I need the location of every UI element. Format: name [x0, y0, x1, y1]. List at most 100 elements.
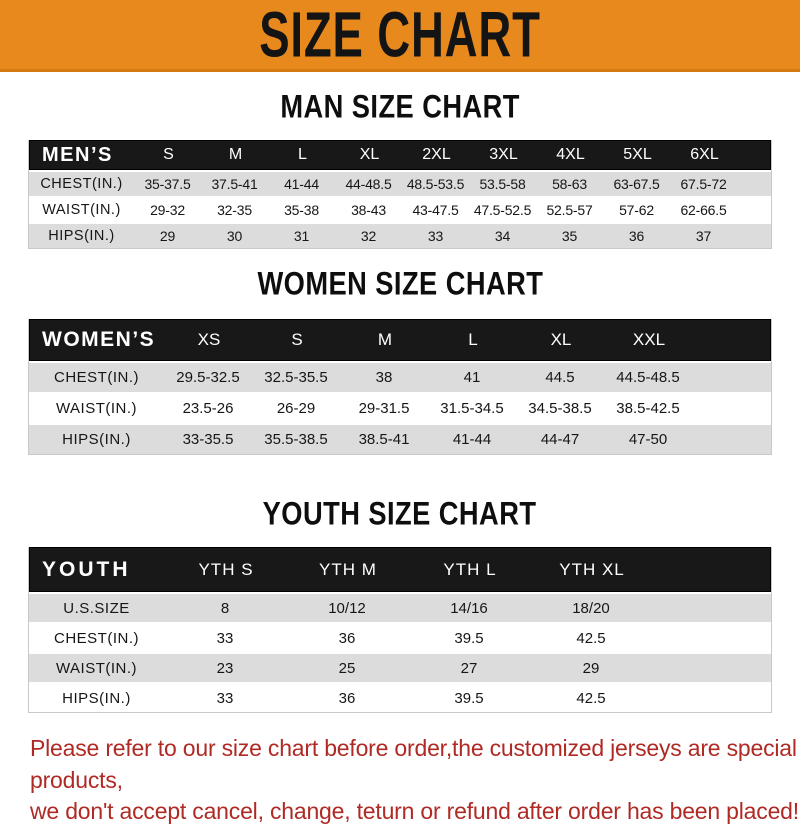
men-section-title-text: MAN SIZE CHART — [280, 88, 520, 125]
cell-value: 41 — [463, 369, 481, 386]
cell-value: 38.5-42.5 — [616, 400, 680, 417]
cell-value: 39.5 — [454, 629, 484, 647]
men-size-table: MEN’S S M L XL 2XL 3XL 4XL 5XL 6XL CHEST(IN.) 35-37… — [28, 140, 772, 249]
cell-value: 34.5-38.5 — [528, 400, 592, 417]
cell-value: 26-29 — [276, 400, 316, 417]
cell-value: 67.5-72 — [680, 176, 727, 192]
table-row: HIPS(IN.) 33 36 39.5 42.5 — [29, 682, 771, 712]
women-section-title-text: WOMEN SIZE CHART — [257, 265, 543, 302]
cell-value: 10/12 — [328, 599, 366, 617]
cell-value: 35.5-38.5 — [264, 431, 328, 448]
cell-value: 43-47.5 — [412, 202, 459, 218]
cell-value: 36 — [628, 228, 645, 244]
size-column-header: M — [377, 330, 393, 349]
cell-value: 18/20 — [572, 599, 610, 617]
cell-value: 33 — [427, 228, 444, 244]
cell-value: 44.5-48.5 — [616, 369, 680, 386]
footer-note-line1: Please refer to our size chart before or… — [30, 735, 797, 793]
cell-value: 31.5-34.5 — [440, 400, 504, 417]
table-header-row: WOMEN’S XS S M L XL XXL — [29, 319, 771, 361]
cell-value: 31 — [293, 228, 310, 244]
table-title-cell: MEN’S — [42, 143, 113, 166]
cell-value: 32-35 — [217, 202, 252, 218]
table-row: CHEST(IN.) 29.5-32.5 32.5-35.5 38 41 44.5 44.5… — [29, 361, 771, 392]
cell-value: 48.5-53.5 — [406, 176, 465, 192]
size-column-header: YTH XL — [559, 559, 625, 579]
table-row: CHEST(IN.) 33 36 39.5 42.5 — [29, 622, 771, 652]
size-column-header: M — [228, 146, 243, 163]
table-row: HIPS(IN.) 29 30 31 32 33 34 35 36 37 — [29, 222, 771, 248]
cell-value: 58-63 — [552, 176, 587, 192]
cell-value: 35-38 — [284, 202, 319, 218]
cell-value: 32.5-35.5 — [264, 369, 328, 386]
cell-value: 29-32 — [150, 202, 185, 218]
cell-value: 29.5-32.5 — [176, 369, 240, 386]
table-row: CHEST(IN.) 35-37.5 37.5-41 41-44 44-48.5 48.5… — [29, 170, 771, 196]
table-title-cell: WOMEN’S — [42, 328, 156, 351]
footer-note: Please refer to our size chart before or… — [0, 733, 800, 828]
banner-title: SIZE CHART — [259, 0, 541, 71]
cell-value: 29 — [582, 659, 600, 677]
row-label: WAIST(IN.) — [42, 202, 121, 218]
youth-section-title-text: YOUTH SIZE CHART — [263, 495, 537, 532]
cell-value: 8 — [220, 599, 230, 617]
table-header-row: YOUTH YTH S YTH M YTH L YTH XL — [29, 547, 771, 592]
cell-value: 14/16 — [450, 599, 488, 617]
cell-value: 44-48.5 — [345, 176, 392, 192]
cell-value: 29-31.5 — [358, 400, 410, 417]
size-column-header: YTH M — [319, 559, 377, 579]
footer-note-line2: we don't accept cancel, change, teturn o… — [30, 798, 799, 824]
cell-value: 42.5 — [576, 629, 606, 647]
cell-value: 38 — [375, 369, 393, 386]
table-row: U.S.SIZE 8 10/12 14/16 18/20 — [29, 592, 771, 622]
size-column-header: 4XL — [556, 146, 585, 163]
table-row: WAIST(IN.) 23 25 27 29 — [29, 652, 771, 682]
youth-size-table: YOUTH YTH S YTH M YTH L YTH XL U.S.SIZE 8 10/12… — [28, 547, 772, 713]
cell-value: 37 — [695, 228, 712, 244]
size-column-header: 3XL — [489, 146, 518, 163]
cell-value: 35-37.5 — [144, 176, 191, 192]
cell-value: 34 — [494, 228, 511, 244]
row-label: WAIST(IN.) — [55, 659, 138, 677]
size-column-header: XL — [359, 146, 380, 163]
cell-value: 63-67.5 — [613, 176, 660, 192]
women-section-title: WOMEN SIZE CHART — [0, 265, 800, 302]
cell-value: 37.5-41 — [211, 176, 258, 192]
cell-value: 52.5-57 — [546, 202, 593, 218]
women-size-table: WOMEN’S XS S M L XL XXL CHEST(IN.) 29.5-32.5 32.5… — [28, 319, 772, 455]
size-column-header: XXL — [632, 330, 666, 349]
cell-value: 44.5 — [545, 369, 575, 386]
cell-value: 33-35.5 — [182, 431, 234, 448]
size-column-header: S — [163, 146, 174, 163]
cell-value: 27 — [460, 659, 478, 677]
size-column-header: L — [468, 330, 478, 349]
row-label: HIPS(IN.) — [48, 228, 115, 244]
size-column-header: XL — [550, 330, 572, 349]
cell-value: 39.5 — [454, 689, 484, 707]
cell-value: 41-44 — [452, 431, 492, 448]
table-title-cell: YOUTH — [42, 557, 131, 581]
cell-value: 36 — [338, 689, 356, 707]
cell-value: 44-47 — [540, 431, 580, 448]
cell-value: 38-43 — [351, 202, 386, 218]
cell-value: 33 — [216, 629, 234, 647]
size-chart-banner: SIZE CHART — [0, 0, 800, 72]
men-section-title: MAN SIZE CHART — [0, 88, 800, 125]
cell-value: 53.5-58 — [479, 176, 526, 192]
cell-value: 29 — [159, 228, 176, 244]
size-column-header: 5XL — [623, 146, 652, 163]
row-label: U.S.SIZE — [63, 599, 130, 617]
cell-value: 23.5-26 — [182, 400, 234, 417]
size-column-header: YTH S — [198, 559, 254, 579]
row-label: CHEST(IN.) — [54, 629, 139, 647]
table-header-row: MEN’S S M L XL 2XL 3XL 4XL 5XL 6XL — [29, 140, 771, 170]
cell-value: 33 — [216, 689, 234, 707]
row-label: HIPS(IN.) — [62, 689, 131, 707]
size-column-header: S — [291, 330, 303, 349]
size-column-header: XS — [197, 330, 221, 349]
size-column-header: YTH L — [443, 559, 497, 579]
cell-value: 25 — [338, 659, 356, 677]
cell-value: 30 — [226, 228, 243, 244]
cell-value: 41-44 — [284, 176, 319, 192]
row-label: CHEST(IN.) — [40, 176, 123, 192]
